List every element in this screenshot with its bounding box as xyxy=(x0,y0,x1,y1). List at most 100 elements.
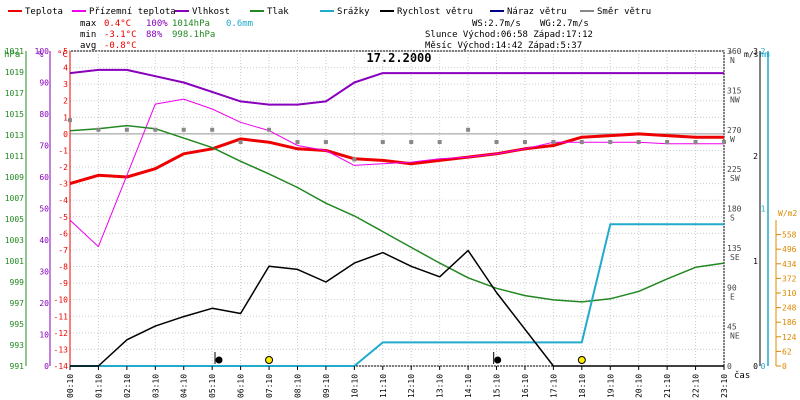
temp-tick: -11 xyxy=(54,312,69,321)
temp-tick: 0 xyxy=(63,130,68,139)
dir-letter: NW xyxy=(730,95,740,104)
x-tick-label: 04:10 xyxy=(180,374,189,398)
legend-item-0: Teplota xyxy=(8,7,63,17)
stats-precip: 0.6mm xyxy=(226,19,253,29)
series-line-0 xyxy=(69,132,724,186)
wm2-tick: 186 xyxy=(782,318,797,327)
mm-tick: 0 xyxy=(761,362,766,371)
legend-item-3: Tlak xyxy=(250,7,289,17)
temp-tick: -10 xyxy=(54,296,69,305)
wind-dir-point xyxy=(295,140,300,144)
stats-min-temp: -3.1°C xyxy=(104,30,137,40)
dir-tick: 270 xyxy=(727,126,742,135)
wind-dir-point xyxy=(238,140,243,144)
series-line-5 xyxy=(70,249,724,367)
ms-tick: 2 xyxy=(753,152,758,161)
data-series xyxy=(68,68,726,367)
wind-dir-point xyxy=(522,140,527,144)
sun-info: Slunce Východ:06:58 Západ:17:12 xyxy=(425,30,593,40)
temp-tick: 2 xyxy=(63,97,68,106)
x-tick-label: 16:10 xyxy=(521,374,530,398)
dir-tick: 225 xyxy=(727,165,742,174)
temp-tick: -3 xyxy=(58,180,68,189)
temp-tick: -5 xyxy=(58,213,68,222)
temp-tick: 5 xyxy=(63,47,68,56)
temp-tick: -9 xyxy=(58,279,68,288)
temp-tick: -4 xyxy=(58,196,68,205)
stats-min-press: 998.1hPa xyxy=(172,30,215,40)
wind-dir-point xyxy=(579,140,584,144)
stats-min-hum: 88% xyxy=(146,30,163,40)
x-tick-label: 17:10 xyxy=(549,374,558,398)
moon-event-marker xyxy=(494,356,502,364)
pct-tick: 50 xyxy=(39,205,49,214)
dir-letter: E xyxy=(730,292,735,301)
sun-event-marker xyxy=(265,356,274,364)
wind-dir-point xyxy=(409,140,414,144)
wind-dir-point xyxy=(267,127,272,132)
legend-label: Náraz větru xyxy=(507,7,567,17)
dir-letter: SE xyxy=(730,253,740,262)
pct-tick: 40 xyxy=(39,236,49,245)
hpa-tick: 1013 xyxy=(5,131,24,140)
x-tick-label: 06:10 xyxy=(237,374,246,398)
legend-item-1: Přízemní teplota xyxy=(72,7,176,17)
legend-label: Tlak xyxy=(267,7,289,17)
hpa-tick: 997 xyxy=(10,299,25,308)
pct-tick: 30 xyxy=(39,268,49,277)
stats-avg-temp: -0.8°C xyxy=(104,41,137,51)
chart-legend: Teplota Přízemní teplota Vlhkost Tlak Srážky… xyxy=(8,7,651,17)
chart-title: 17.2.2000 xyxy=(366,51,431,65)
dir-tick: 0 xyxy=(727,362,732,371)
wind-dir-point xyxy=(693,140,698,144)
legend-label: Rychlost větru xyxy=(397,7,473,17)
dir-letter: NE xyxy=(730,332,740,341)
x-tick-label: 10:10 xyxy=(350,374,359,398)
wind-dir-point xyxy=(665,140,670,144)
dir-tick: 315 xyxy=(727,86,742,95)
legend-label: Přízemní teplota xyxy=(89,7,176,17)
wm2-tick: 496 xyxy=(782,245,797,254)
wind-dir-point xyxy=(153,127,158,132)
x-tick-label: 11:10 xyxy=(379,374,388,398)
sun-event-marker xyxy=(577,356,586,364)
hpa-tick: 1009 xyxy=(5,173,24,182)
x-tick-label: 09:10 xyxy=(322,374,331,398)
hpa-tick: 991 xyxy=(10,362,25,371)
temp-tick: -1 xyxy=(58,146,68,155)
x-tick-label: 13:10 xyxy=(436,374,445,398)
wm2-tick: 124 xyxy=(782,333,797,342)
x-tick-label: 05:10 xyxy=(208,374,217,398)
stats-max-temp: 0.4°C xyxy=(104,19,131,29)
hpa-tick: 1003 xyxy=(5,236,24,245)
series-line-1 xyxy=(69,98,724,248)
ms-tick: 0 xyxy=(753,362,758,371)
wind-dir-point xyxy=(352,157,357,162)
legend-item-7: Směr větru xyxy=(580,7,651,17)
wind-dir-point xyxy=(494,140,499,144)
x-tick-label: 00:10 xyxy=(66,374,75,398)
pct-tick: 20 xyxy=(39,299,49,308)
wind-dir-point xyxy=(466,127,471,132)
legend-item-5: Rychlost větru xyxy=(380,7,473,17)
left-axes: hPa1021101910171015101310111009100710051… xyxy=(4,47,71,371)
temp-tick: 1 xyxy=(63,113,68,122)
dir-tick: 45 xyxy=(727,323,737,332)
dir-letter: SW xyxy=(730,174,740,183)
x-tick-label: 08:10 xyxy=(293,374,302,398)
hpa-tick: 1015 xyxy=(5,110,24,119)
pct-axis-label: % xyxy=(38,50,44,60)
moon-info: Měsíc Východ:14:42 Západ:5:37 xyxy=(425,41,582,51)
x-tick-label: 20:10 xyxy=(635,374,644,398)
stats-avg-label: avg xyxy=(80,41,96,51)
hpa-axis-label: hPa xyxy=(4,50,20,60)
pct-tick: 60 xyxy=(39,173,49,182)
hpa-tick: 993 xyxy=(10,341,25,350)
temp-tick: -7 xyxy=(58,246,68,255)
mm-tick: 2 xyxy=(761,47,766,56)
dir-axis-label: ° xyxy=(728,50,733,59)
pct-tick: 70 xyxy=(39,142,49,151)
legend-item-4: Srážky xyxy=(320,7,370,17)
dir-tick: 180 xyxy=(727,205,742,214)
hpa-tick: 1021 xyxy=(5,47,24,56)
